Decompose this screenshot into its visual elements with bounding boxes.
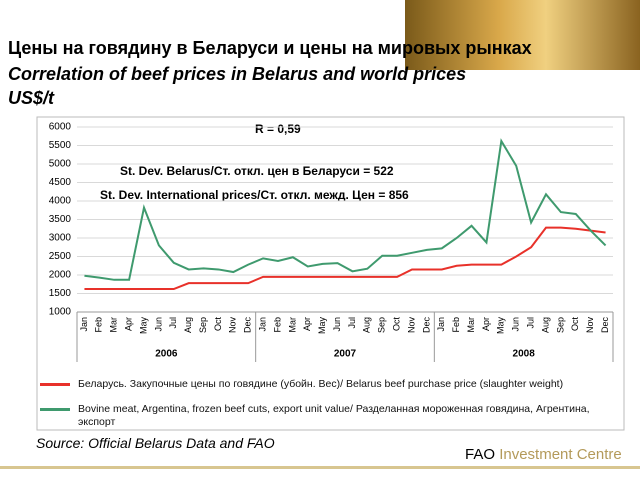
- legend-label: Беларусь. Закупочные цены по говядине (у…: [78, 378, 564, 390]
- series-line: [84, 138, 607, 281]
- org-name: FAO: [465, 446, 496, 463]
- footer-rule: [0, 466, 640, 469]
- annotation: St. Dev. Belarus/Ст. откл. цен в Беларус…: [120, 164, 394, 178]
- year-label: 2007: [334, 349, 357, 360]
- x-tick-label: Mar: [109, 317, 119, 333]
- x-tick-label: Jan: [436, 317, 446, 332]
- legend-entry: Беларусь. Закупочные цены по говядине (у…: [40, 378, 618, 391]
- org: FAO Investment Centre: [465, 446, 622, 463]
- legend-label: Bovine meat, Argentina, frozen beef cuts…: [78, 403, 590, 428]
- banner: [405, 0, 640, 70]
- x-tick-label: Dec: [421, 317, 431, 334]
- y-tick-label: 3500: [49, 214, 72, 225]
- annotation: R = 0,59: [255, 122, 301, 136]
- x-tick-label: Nov: [228, 317, 238, 334]
- x-tick-label: Apr: [481, 317, 491, 331]
- x-tick-label: Mar: [466, 317, 476, 333]
- x-tick-label: Oct: [391, 317, 401, 332]
- y-tick-label: 2500: [49, 251, 72, 262]
- y-tick-label: 4000: [49, 196, 72, 207]
- x-tick-label: Sep: [198, 317, 208, 333]
- unit: US$/t: [8, 88, 55, 108]
- x-tick-label: Jan: [79, 317, 89, 332]
- y-tick-label: 6000: [49, 122, 72, 133]
- year-label: 2008: [513, 349, 536, 360]
- x-tick-label: Dec: [243, 317, 253, 334]
- title: Цены на говядину в Беларуси и цены на ми…: [8, 38, 532, 58]
- x-tick-label: May: [138, 317, 148, 335]
- x-tick-label: Jul: [525, 317, 535, 329]
- subtitle: Correlation of beef prices in Belarus an…: [8, 64, 467, 84]
- source: Source: Official Belarus Data and FAO: [36, 435, 275, 451]
- x-tick-label: May: [317, 317, 327, 335]
- y-tick-label: 5500: [49, 140, 72, 151]
- annotation: St. Dev. International prices/Ст. откл. …: [100, 188, 409, 202]
- x-tick-label: Nov: [406, 317, 416, 334]
- x-tick-label: Jul: [347, 317, 357, 329]
- chart-frame: [36, 116, 625, 431]
- x-tick-label: Oct: [213, 317, 223, 332]
- y-tick-label: 2000: [49, 270, 72, 281]
- x-tick-label: Dec: [600, 317, 610, 334]
- y-tick-label: 3000: [49, 233, 72, 244]
- y-tick-label: 5000: [49, 159, 72, 170]
- x-tick-label: Jul: [168, 317, 178, 329]
- x-tick-label: Sep: [555, 317, 565, 333]
- x-tick-label: Aug: [540, 317, 550, 333]
- x-tick-label: Jun: [511, 317, 521, 332]
- x-tick-label: Aug: [183, 317, 193, 333]
- x-tick-label: Jan: [257, 317, 267, 332]
- x-tick-label: Feb: [272, 317, 282, 333]
- x-tick-label: Apr: [302, 317, 312, 331]
- x-tick-label: Mar: [287, 317, 297, 333]
- x-tick-label: Oct: [570, 317, 580, 332]
- x-tick-label: May: [496, 317, 506, 335]
- legend-swatch: [40, 408, 70, 411]
- x-tick-label: Aug: [362, 317, 372, 333]
- year-label: 2006: [155, 349, 178, 360]
- x-tick-label: Feb: [451, 317, 461, 333]
- x-tick-label: Jun: [332, 317, 342, 332]
- x-tick-label: Apr: [123, 317, 133, 331]
- y-tick-label: 1000: [49, 307, 72, 318]
- x-tick-label: Nov: [585, 317, 595, 334]
- org-unit: Investment Centre: [499, 446, 622, 463]
- legend-swatch: [40, 383, 70, 386]
- x-tick-label: Sep: [377, 317, 387, 333]
- x-tick-label: Jun: [153, 317, 163, 332]
- y-tick-label: 1500: [49, 288, 72, 299]
- legend-entry: Bovine meat, Argentina, frozen beef cuts…: [40, 403, 618, 429]
- y-tick-label: 4500: [49, 177, 72, 188]
- series-line: [84, 226, 606, 291]
- x-tick-label: Feb: [94, 317, 104, 333]
